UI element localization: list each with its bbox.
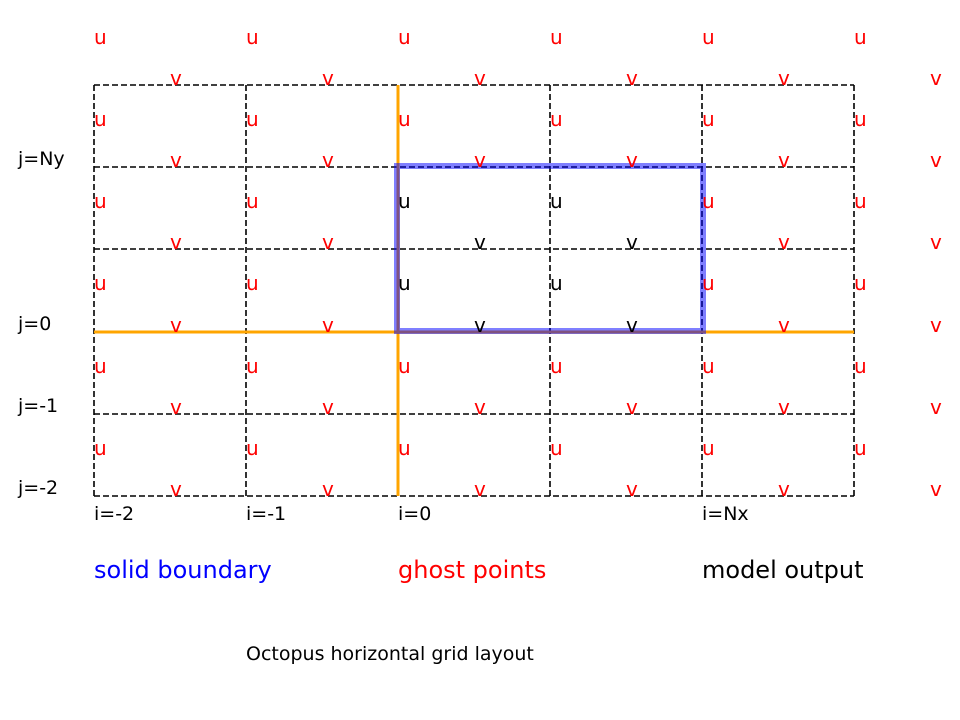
- ghost-point-v: v: [322, 66, 334, 90]
- ghost-point-v: v: [778, 313, 790, 337]
- ghost-point-v: v: [778, 230, 790, 254]
- ghost-point-u: u: [398, 354, 411, 378]
- ghost-point-v: v: [474, 66, 486, 90]
- ghost-point-v: v: [170, 66, 182, 90]
- ghost-point-u: u: [246, 25, 259, 49]
- ghost-point-v: v: [322, 148, 334, 172]
- row-label-minus1: j=-1: [18, 395, 59, 417]
- ghost-point-v: v: [930, 395, 942, 419]
- row-label-minus2: j=-2: [18, 477, 59, 499]
- ghost-point-u: u: [246, 271, 259, 295]
- ghost-point-u: u: [702, 189, 715, 213]
- ghost-point-v: v: [626, 148, 638, 172]
- ghost-point-v: v: [626, 477, 638, 501]
- model-point-v: v: [474, 313, 486, 337]
- row-label-ny: j=Ny: [18, 148, 65, 170]
- ghost-point-u: u: [702, 271, 715, 295]
- ghost-point-u: u: [94, 354, 107, 378]
- ghost-point-v: v: [474, 395, 486, 419]
- model-point-v: v: [626, 313, 638, 337]
- model-domain-box: [394, 163, 706, 334]
- ghost-point-v: v: [930, 313, 942, 337]
- ghost-point-v: v: [778, 477, 790, 501]
- ghost-point-u: u: [94, 271, 107, 295]
- ghost-point-u: u: [550, 354, 563, 378]
- row-label-0: j=0: [18, 313, 52, 335]
- ghost-point-u: u: [854, 354, 867, 378]
- boundary-lines: [94, 85, 854, 496]
- ghost-point-v: v: [930, 148, 942, 172]
- model-point-v: v: [626, 230, 638, 254]
- ghost-point-u: u: [398, 107, 411, 131]
- col-label-minus1: i=-1: [246, 503, 287, 525]
- ghost-point-v: v: [170, 313, 182, 337]
- ghost-point-u: u: [854, 189, 867, 213]
- col-label-minus2: i=-2: [94, 503, 135, 525]
- domain-outline: [394, 163, 706, 334]
- dashed-grid: [93, 84, 855, 497]
- ghost-point-u: u: [854, 107, 867, 131]
- legend-model-output: model output: [702, 556, 864, 584]
- diagram-caption: Octopus horizontal grid layout: [246, 643, 534, 665]
- ghost-point-v: v: [474, 477, 486, 501]
- ghost-point-u: u: [702, 354, 715, 378]
- ghost-point-v: v: [322, 477, 334, 501]
- ghost-point-u: u: [550, 107, 563, 131]
- ghost-point-v: v: [930, 230, 942, 254]
- ghost-point-u: u: [550, 436, 563, 460]
- model-point-u: u: [550, 189, 563, 213]
- ghost-point-v: v: [170, 148, 182, 172]
- ghost-point-v: v: [778, 395, 790, 419]
- ghost-point-u: u: [702, 436, 715, 460]
- ghost-point-v: v: [322, 230, 334, 254]
- model-point-u: u: [398, 271, 411, 295]
- ghost-point-v: v: [930, 66, 942, 90]
- ghost-point-v: v: [170, 230, 182, 254]
- grid-points: u u u u u u u u u u u u u u u u u u u u u u u u u u u u u u u u u u u u v v v v…: [94, 25, 942, 501]
- ghost-point-u: u: [398, 436, 411, 460]
- model-point-u: u: [398, 189, 411, 213]
- model-point-u: u: [550, 271, 563, 295]
- ghost-point-v: v: [170, 395, 182, 419]
- ghost-point-v: v: [170, 477, 182, 501]
- ghost-point-u: u: [246, 189, 259, 213]
- ghost-point-u: u: [94, 436, 107, 460]
- ghost-point-u: u: [550, 25, 563, 49]
- ghost-point-u: u: [246, 354, 259, 378]
- ghost-point-v: v: [930, 477, 942, 501]
- col-label-nx: i=Nx: [702, 503, 749, 525]
- ghost-point-u: u: [854, 25, 867, 49]
- ghost-point-u: u: [854, 436, 867, 460]
- ghost-point-v: v: [322, 313, 334, 337]
- ghost-point-v: v: [626, 395, 638, 419]
- ghost-point-v: v: [474, 148, 486, 172]
- ghost-point-v: v: [778, 66, 790, 90]
- model-point-v: v: [474, 230, 486, 254]
- ghost-point-v: v: [322, 395, 334, 419]
- legend-solid-boundary: solid boundary: [94, 556, 272, 584]
- ghost-point-u: u: [702, 25, 715, 49]
- ghost-point-u: u: [94, 189, 107, 213]
- ghost-point-u: u: [246, 107, 259, 131]
- col-label-0: i=0: [398, 503, 432, 525]
- ghost-point-u: u: [854, 271, 867, 295]
- ghost-point-u: u: [94, 107, 107, 131]
- ghost-point-v: v: [778, 148, 790, 172]
- ghost-point-u: u: [246, 436, 259, 460]
- ghost-point-u: u: [398, 25, 411, 49]
- legend-ghost-points: ghost points: [398, 556, 547, 584]
- ghost-point-u: u: [94, 25, 107, 49]
- ghost-point-u: u: [702, 107, 715, 131]
- ghost-point-v: v: [626, 66, 638, 90]
